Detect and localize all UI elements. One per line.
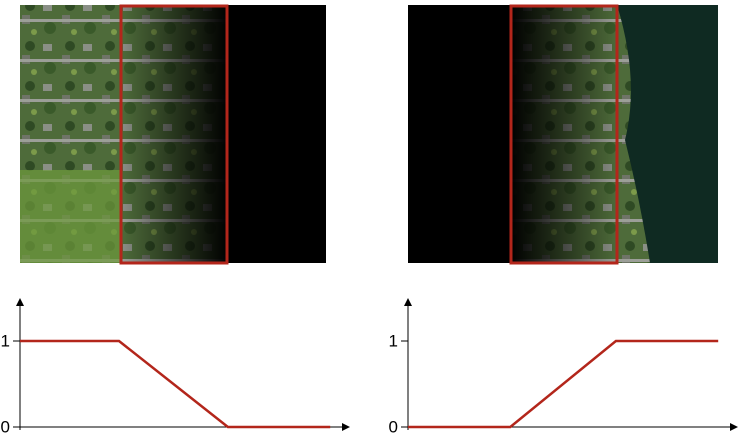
y-tick-label: 0 [1,417,10,436]
y-axis-arrow [16,298,24,306]
x-axis-arrow [342,423,350,431]
y-tick-label: 0 [389,417,398,436]
weight-curve [408,341,718,427]
right-image [408,5,718,263]
x-axis-arrow [730,423,738,431]
y-tick-label: 1 [389,331,398,350]
page: {"chart_data": [ {"type": "line", "x": [… [0,0,739,436]
weight-curve [20,341,330,427]
left-image [20,5,326,263]
y-axis-arrow [404,298,412,306]
figure: 0 1 0 1 [0,0,739,436]
y-tick-label: 1 [1,331,10,350]
